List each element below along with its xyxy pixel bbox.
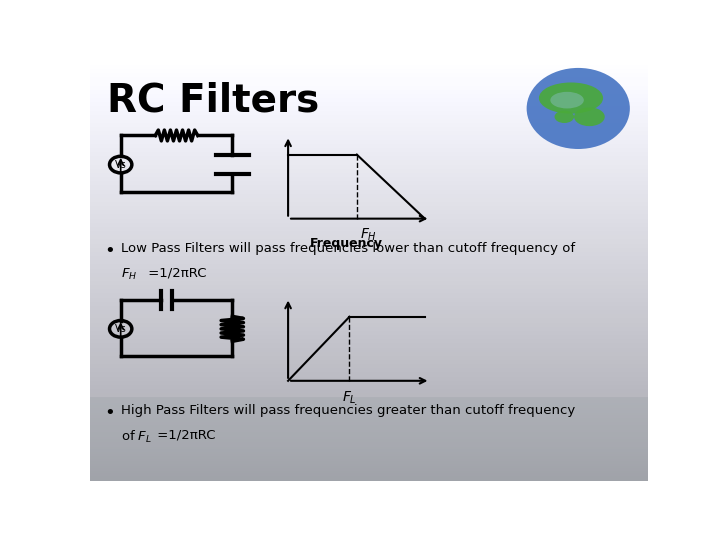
Bar: [90, 205, 648, 210]
Text: Low Pass Filters will pass frequencies lower than cutoff frequency of: Low Pass Filters will pass frequencies l…: [121, 241, 575, 254]
Bar: [90, 101, 648, 106]
Text: =1/2πRC: =1/2πRC: [153, 429, 215, 442]
Bar: [90, 234, 648, 239]
Bar: [90, 188, 648, 194]
Bar: [90, 284, 648, 289]
Bar: [90, 76, 648, 82]
Bar: [90, 251, 648, 256]
Text: $F_L$: $F_L$: [342, 390, 357, 407]
Bar: [90, 384, 648, 389]
Bar: [90, 372, 648, 377]
Bar: [90, 159, 648, 165]
Bar: [90, 134, 648, 140]
Bar: [90, 367, 648, 373]
Bar: [90, 222, 648, 227]
Bar: [90, 168, 648, 173]
Bar: [90, 64, 648, 69]
Bar: [90, 305, 648, 310]
Bar: [90, 193, 648, 198]
Bar: [90, 226, 648, 231]
Bar: [90, 301, 648, 306]
Bar: [90, 350, 648, 356]
Bar: [90, 201, 648, 206]
Bar: [90, 97, 648, 102]
Bar: [90, 259, 648, 265]
Bar: [90, 176, 648, 181]
Bar: [90, 347, 648, 352]
Bar: [90, 296, 648, 302]
Bar: [90, 238, 648, 244]
Bar: [90, 355, 648, 360]
Ellipse shape: [574, 107, 605, 126]
Bar: [90, 85, 648, 90]
Ellipse shape: [554, 111, 574, 123]
Bar: [90, 80, 648, 85]
Text: Frequency: Frequency: [310, 238, 383, 251]
Bar: [90, 359, 648, 364]
Bar: [90, 113, 648, 119]
Bar: [90, 130, 648, 136]
Text: RC Filters: RC Filters: [107, 82, 319, 119]
Bar: [90, 376, 648, 381]
Bar: [90, 242, 648, 248]
Bar: [90, 388, 648, 393]
Bar: [90, 380, 648, 385]
Bar: [90, 392, 648, 397]
Bar: [90, 326, 648, 331]
Bar: [90, 293, 648, 298]
Text: •: •: [104, 241, 114, 260]
Text: of $F_L$: of $F_L$: [121, 429, 152, 445]
Bar: [90, 89, 648, 94]
Bar: [90, 139, 648, 144]
Bar: [90, 218, 648, 223]
Bar: [90, 110, 648, 114]
Bar: [90, 309, 648, 314]
Bar: [90, 330, 648, 335]
Bar: [90, 172, 648, 177]
Bar: [90, 338, 648, 343]
Bar: [90, 313, 648, 319]
Text: High Pass Filters will pass frequencies greater than cutoff frequency: High Pass Filters will pass frequencies …: [121, 404, 575, 417]
Bar: [90, 105, 648, 111]
Bar: [90, 276, 648, 281]
Bar: [90, 72, 648, 77]
Bar: [90, 267, 648, 273]
Bar: [90, 184, 648, 190]
Text: $F_H$: $F_H$: [359, 226, 377, 242]
Text: •: •: [104, 404, 114, 422]
Bar: [90, 151, 648, 156]
Bar: [90, 264, 648, 268]
Bar: [90, 255, 648, 260]
Bar: [90, 321, 648, 327]
Bar: [90, 122, 648, 127]
Bar: [90, 318, 648, 322]
Bar: [90, 126, 648, 131]
Bar: [90, 155, 648, 160]
Bar: [90, 213, 648, 219]
Ellipse shape: [539, 83, 603, 113]
Bar: [90, 93, 648, 98]
Bar: [90, 143, 648, 148]
Text: $F_H$: $F_H$: [121, 266, 137, 281]
Bar: [90, 247, 648, 252]
Bar: [90, 210, 648, 214]
Ellipse shape: [550, 92, 584, 109]
Bar: [90, 334, 648, 339]
Bar: [90, 230, 648, 235]
Bar: [90, 68, 648, 73]
Text: =1/2πRC: =1/2πRC: [144, 266, 207, 280]
Bar: [90, 280, 648, 285]
Bar: [90, 288, 648, 294]
Text: Vs: Vs: [114, 160, 127, 170]
Bar: [90, 118, 648, 123]
Text: Vs: Vs: [114, 324, 127, 334]
Bar: [90, 164, 648, 168]
Bar: [90, 180, 648, 185]
Bar: [90, 363, 648, 368]
Bar: [90, 147, 648, 152]
Ellipse shape: [526, 68, 630, 149]
Bar: [90, 272, 648, 277]
Bar: [90, 197, 648, 202]
Bar: [90, 342, 648, 348]
